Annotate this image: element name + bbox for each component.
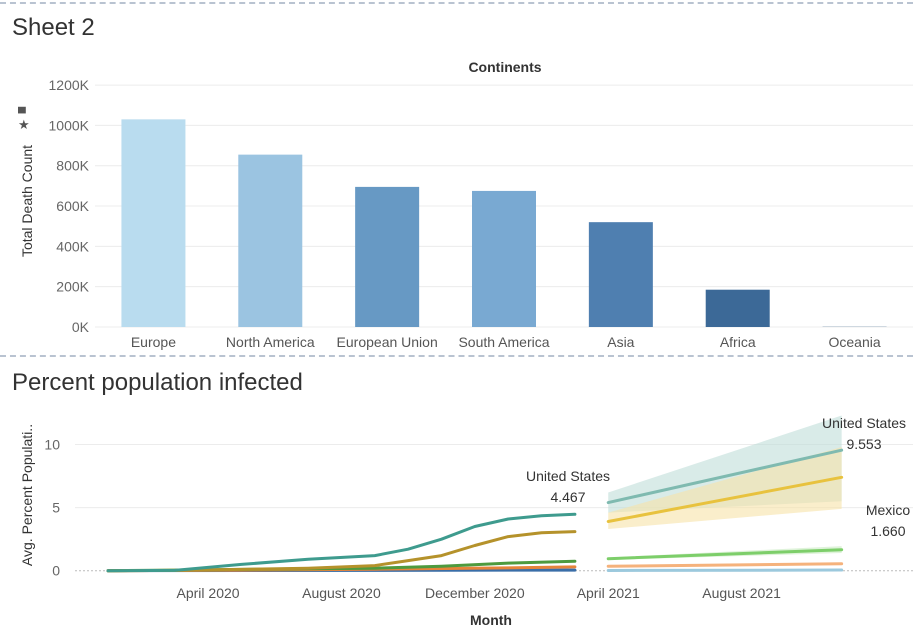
y-tick-label: 1200K xyxy=(49,77,90,93)
x-tick-label: April 2021 xyxy=(577,585,640,601)
y-axis-label: Avg. Percent Populati.. xyxy=(19,424,35,566)
x-tick-label: December 2020 xyxy=(425,585,525,601)
y-tick-label: 200K xyxy=(56,279,89,295)
forecast-line xyxy=(606,548,844,561)
line-chart: 0 5 10 Avg. Percent Populati.. April 2020 Aug… xyxy=(19,415,913,628)
sheet-title-2: Percent population infected xyxy=(12,369,303,396)
x-tick-label: August 2021 xyxy=(702,585,781,601)
series-line xyxy=(106,512,577,573)
forecast-band xyxy=(608,447,842,530)
forecast-line xyxy=(606,475,844,523)
x-tick-label: Africa xyxy=(720,334,756,350)
forecast-line xyxy=(606,562,844,568)
y-tick-label: 0K xyxy=(72,319,90,335)
series-line xyxy=(106,530,577,573)
x-tick-label: Asia xyxy=(607,334,634,350)
x-tick-label: Oceania xyxy=(828,334,880,350)
annotation-value: 9.553 xyxy=(846,436,881,452)
annotation-label: United States xyxy=(822,415,906,431)
pin-icon[interactable]: ★ xyxy=(18,117,30,132)
annotation-label: Mexico xyxy=(866,502,911,518)
bar xyxy=(472,190,536,327)
y-tick-label: 10 xyxy=(44,437,60,453)
bar xyxy=(355,186,420,327)
bar xyxy=(588,222,653,327)
middle-divider xyxy=(0,355,913,357)
x-tick-label: South America xyxy=(458,334,549,350)
sort-icon[interactable]: ▄ xyxy=(18,101,26,113)
y-axis-label: Total Death Count xyxy=(19,145,35,257)
y-tick-label: 1000K xyxy=(49,117,90,133)
annotation-label: United States xyxy=(526,468,610,484)
y-tick-label: 600K xyxy=(56,198,89,214)
y-tick-label: 400K xyxy=(56,238,89,254)
bar xyxy=(121,119,186,328)
annotation-value: 4.467 xyxy=(550,489,585,505)
y-tick-label: 5 xyxy=(52,500,60,516)
bar xyxy=(705,289,770,327)
x-tick-label: April 2020 xyxy=(177,585,240,601)
forecast-line xyxy=(606,448,844,505)
x-tick-label: August 2020 xyxy=(302,585,381,601)
x-axis-label: Month xyxy=(470,612,512,628)
bar xyxy=(238,154,303,327)
axis-tools: ▄ ★ xyxy=(18,100,32,132)
chart-title: Continents xyxy=(468,59,541,75)
y-tick-label: 800K xyxy=(56,158,89,174)
top-divider xyxy=(0,2,913,4)
bar-chart: 0K 200K 400K 600K 800K 1000K 1200K Continents To… xyxy=(19,59,913,350)
x-tick-label: Europe xyxy=(131,334,176,350)
annotation-value: 1.660 xyxy=(870,523,905,539)
x-tick-label: European Union xyxy=(337,334,438,350)
sheet-title: Sheet 2 xyxy=(12,14,95,41)
y-tick-label: 0 xyxy=(52,563,60,579)
x-tick-label: North America xyxy=(226,334,315,350)
